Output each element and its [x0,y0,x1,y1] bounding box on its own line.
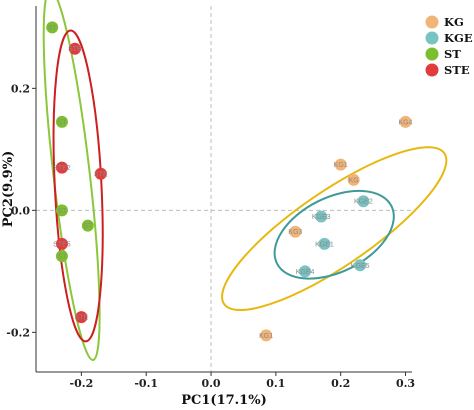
zero-gridlines [36,6,412,372]
x-tick-label: -0.2 [70,377,94,390]
point-st-1 [46,21,59,34]
ellipse-ste [52,29,104,343]
point-kge-4 [354,259,367,272]
y-tick-label: 0.2 [11,82,30,95]
point-ste-2 [55,161,68,174]
point-label-kg-2: KG1 [334,162,348,169]
point-label-st-1: ST [48,25,58,32]
legend-key-st [425,47,439,61]
point-kg-3 [347,173,360,186]
legend-label-kg: KG [444,15,464,29]
point-label-kge-5: KGE4 [296,269,315,276]
point-label-ste-5: STE [75,315,89,322]
ellipse-kg [221,146,448,312]
legend-key-kge [425,31,439,45]
y-axis-title: PC2(9.9%) [1,151,16,227]
point-label-ste-2: STE2 [53,165,71,172]
point-kg-1 [399,115,412,128]
point-label-st-4: ST [83,223,93,230]
point-label-kg-4: KG3 [288,229,302,236]
point-label-kge-3: KGE1 [315,241,334,248]
point-label-kge-1: KGE2 [354,199,373,206]
point-ste-5 [75,311,88,324]
point-kge-1 [357,195,370,208]
x-tick-label: 0.3 [396,377,415,390]
legend-label-st: ST [444,47,461,61]
x-tick-label: 0.0 [201,377,220,390]
x-axis: -0.2 -0.1 0.0 0.1 0.2 0.3 [36,371,415,390]
y-tick-label: -0.2 [6,326,30,339]
ellipse-kge [273,189,395,280]
point-label-st-5: ST [57,254,67,261]
point-st-3 [55,204,68,217]
point-label-kg-3: KG [349,177,359,184]
legend-key-kg [425,15,439,29]
point-label-kge-2: KGE3 [312,214,331,221]
point-label-kge-4: KGE5 [351,263,370,270]
point-kge-5 [299,265,312,278]
point-ste-4 [55,237,68,250]
point-st-4 [81,219,94,232]
point-ste-1 [68,42,81,55]
legend-key-ste [425,63,439,77]
point-label-ste-4: STE5 [53,241,71,248]
x-tick-label: 0.1 [266,377,285,390]
legend: KG KGE ST STE [425,15,473,77]
confidence-ellipses [42,0,448,361]
data-points: KG4 KG1 KG KG3 KG1 KGE2 KGE3 KGE1 KGE5 KGE4 ST ST ST… [46,21,413,342]
x-tick-label: -0.1 [134,377,158,390]
point-kg-4 [289,225,302,238]
point-kge-2 [315,210,328,223]
point-label-ste-1: STE [68,46,82,53]
y-axis: -0.2 0.0 0.2 [6,6,37,372]
point-label-ste-3: STE [94,171,108,178]
point-kg-5 [260,329,273,342]
y-tick-label: 0.0 [11,204,30,217]
point-kg-2 [334,158,347,171]
point-label-st-3: ST [57,208,67,215]
point-st-2 [55,115,68,128]
point-st-5 [55,250,68,263]
legend-label-kge: KGE [444,31,473,45]
point-label-kg-1: KG4 [399,119,413,126]
point-label-st-2: ST [57,119,67,126]
point-label-kg-5: KG1 [259,333,273,340]
point-ste-3 [94,167,107,180]
x-tick-label: 0.2 [331,377,350,390]
legend-label-ste: STE [444,63,470,77]
point-kge-3 [318,237,331,250]
x-axis-title: PC1(17.1%) [181,393,266,408]
